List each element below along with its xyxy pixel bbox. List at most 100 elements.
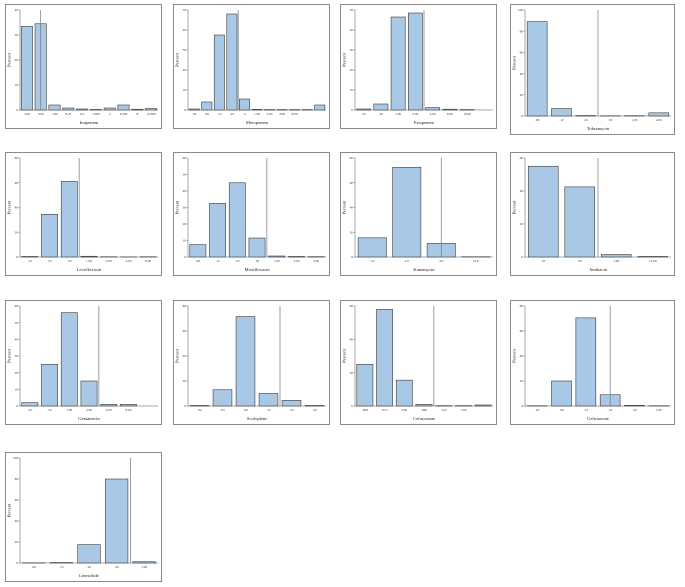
y-tick-label: 60: [520, 156, 524, 160]
histogram-bar: [77, 544, 101, 564]
y-tick-label: 20: [520, 379, 524, 383]
x-tick-label: 4.00: [125, 259, 131, 263]
x-tick-label: 12.000: [146, 112, 156, 116]
y-tick-label: 20: [350, 68, 354, 72]
x-tick-label: .50: [632, 408, 637, 412]
y-tick-label: 20: [15, 58, 19, 62]
y-axis-title: Percent: [7, 200, 12, 214]
y-tick-label: 80: [520, 29, 524, 33]
histogram-bar: [145, 108, 158, 111]
x-tick-label: 1.00: [656, 408, 662, 412]
x-tick-label: .06: [559, 408, 564, 412]
y-tick-label: 60: [15, 498, 19, 502]
y-tick-label: 40: [520, 189, 524, 193]
histogram-bar: [258, 393, 279, 407]
histogram-bar: [132, 561, 156, 564]
x-tick-label: 2.00: [293, 259, 299, 263]
y-tick-label: 0: [521, 404, 523, 408]
x-axis-title: Moxifloxacin: [244, 267, 270, 272]
histogram-bar: [526, 21, 548, 117]
y-tick-label: 100: [13, 456, 18, 460]
histogram-bar: [131, 108, 144, 111]
y-tick-label: 0: [184, 255, 186, 259]
histogram-bar: [376, 309, 393, 407]
histogram-bar: [120, 404, 137, 407]
histogram-svg: 0 10 20 30 40 50 60 .25 .50 1.00 2.00 4.00 8.00 Genta…: [7, 304, 158, 421]
y-tick-label: 40: [350, 206, 354, 210]
histogram-svg: 0 20 40 60 80 100 .06 .13 .25 .50 1.00 Linezolide Pe…: [7, 456, 158, 578]
x-tick-label: .02: [197, 408, 202, 412]
y-tick-label: 20: [350, 230, 354, 234]
x-tick-label: 2.00: [656, 118, 662, 122]
histogram-svg: 0 20 40 60 .25 .50 1.00 ≥1.00 Amikacin Percent: [512, 156, 671, 272]
x-tick-label: .06: [32, 565, 37, 569]
y-tick-label: 30: [350, 48, 354, 52]
histogram-bar: [235, 316, 256, 407]
x-tick-label: .25: [608, 408, 613, 412]
x-tick-label: .030: [38, 112, 44, 116]
x-tick-label: .04: [220, 408, 225, 412]
y-axis-title: Percent: [7, 348, 12, 362]
histogram-bar: [474, 404, 492, 407]
histogram-svg: 0 10 20 30 40 .016 .030 .190 0.25 0.5 1.000 2 4.000 8…: [7, 8, 158, 125]
histogram-bar: [314, 104, 326, 111]
histogram-panel: 0 20 40 60 80 .02 .04 .06 .13 .25 .50 Scoloplens Per…: [173, 300, 330, 425]
histogram-bar: [551, 380, 572, 407]
histogram-bar: [304, 405, 325, 407]
x-tick-label: 1.000: [92, 112, 100, 116]
histogram-bar: [373, 103, 389, 111]
histogram-bar: [239, 98, 250, 111]
x-tick-label: 1.00: [86, 259, 92, 263]
histogram-bar: [624, 405, 645, 407]
histogram-bar: [20, 25, 33, 111]
histogram-bar: [60, 312, 78, 407]
x-tick-label: .25: [541, 259, 546, 263]
histogram-bar: [648, 112, 670, 117]
histogram-bar: [392, 166, 422, 258]
y-tick-label: 0: [184, 108, 186, 112]
histogram-bar: [89, 109, 102, 111]
histogram-panel: 0 20 40 60 80 .12 .25 .50 1.00 2.00 4.00 8.00 Levofl…: [5, 152, 162, 276]
x-tick-label: 2.00: [86, 408, 92, 412]
y-tick-label: 20: [15, 540, 19, 544]
x-tick-label: 2.0: [405, 259, 410, 263]
histogram-bar: [564, 186, 596, 258]
y-tick-label: 60: [183, 329, 187, 333]
y-tick-label: 60: [183, 156, 187, 160]
y-tick-label: 20: [520, 222, 524, 226]
y-tick-label: 40: [183, 189, 187, 193]
y-tick-label: 60: [520, 329, 524, 333]
histogram-bar: [575, 317, 597, 407]
x-tick-label: 2.00: [412, 112, 418, 116]
x-tick-label: 8.00: [292, 112, 298, 116]
y-tick-label: 40: [15, 206, 19, 210]
y-tick-label: 30: [15, 33, 19, 37]
y-tick-label: 0: [521, 255, 523, 259]
y-tick-label: 30: [15, 354, 19, 358]
y-tick-label: 80: [183, 304, 187, 308]
histogram-bar: [357, 237, 387, 258]
x-tick-label: .13: [217, 112, 222, 116]
histogram-svg: 0 20 40 60 80 .12 .25 .50 1.00 2.00 4.00 8.00 Levofl…: [7, 156, 158, 272]
y-tick-label: 40: [350, 28, 354, 32]
x-tick-label: 4.0: [439, 259, 444, 263]
y-tick-label: 80: [350, 156, 354, 160]
y-tick-label: 40: [520, 354, 524, 358]
histogram-panel: 0 10 20 30 40 .016 .030 .190 0.25 0.5 1.000 2 4.000 8…: [5, 4, 162, 129]
x-tick-label: 2: [109, 112, 111, 116]
y-axis-title: Percent: [342, 52, 347, 66]
x-tick-label: 16.0: [473, 259, 479, 263]
histogram-panel: 0 20 40 60 80 .03 .06 .13 .25 .50 1.00 Ceftriaxone P…: [510, 300, 675, 425]
histogram-bar: [76, 108, 89, 111]
histogram-bar: [425, 107, 440, 111]
histogram-svg: 0 10 20 30 40 50 .03 .06 .13 .25 .5 1.00 2.00 4.00 8.0…: [175, 8, 326, 125]
x-tick-label: 4.000: [120, 112, 128, 116]
histogram-bar: [527, 165, 559, 258]
x-tick-label: 1.00: [254, 112, 260, 116]
histogram-bar: [251, 109, 263, 111]
histogram-bar: [103, 107, 116, 111]
y-tick-label: 50: [183, 173, 187, 177]
histogram-bar: [408, 12, 423, 111]
histogram-bar: [62, 107, 75, 111]
histogram-bar: [188, 108, 200, 111]
